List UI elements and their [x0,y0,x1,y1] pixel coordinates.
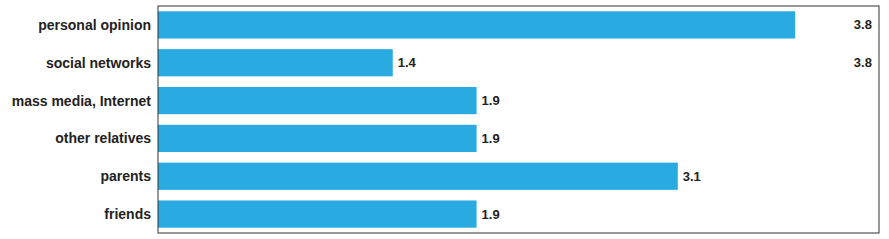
bars [158,11,795,227]
annotation: 3.8 [854,17,872,32]
bar [158,200,477,227]
bar [158,49,393,76]
category-label: parents [100,168,151,184]
bar [158,125,477,152]
data-label: 1.9 [482,207,500,222]
bar [158,11,795,38]
category-label: other relatives [55,130,151,146]
labels: personal opinion social networks mass medi… [12,17,872,222]
category-label: social networks [46,55,151,71]
bar [158,87,477,114]
category-label: personal opinion [38,17,151,33]
data-label: 3.1 [683,169,701,184]
data-label: 1.4 [398,55,417,70]
category-label: friends [104,206,151,222]
chart: personal opinion social networks mass medi… [0,0,889,239]
category-label: mass media, Internet [12,93,152,109]
plot-frame [158,6,879,233]
data-label: 1.9 [482,131,500,146]
data-label: 1.9 [482,93,500,108]
chart-container: personal opinion social networks mass medi… [0,0,889,239]
annotation: 3.8 [854,55,872,70]
bar [158,163,678,190]
